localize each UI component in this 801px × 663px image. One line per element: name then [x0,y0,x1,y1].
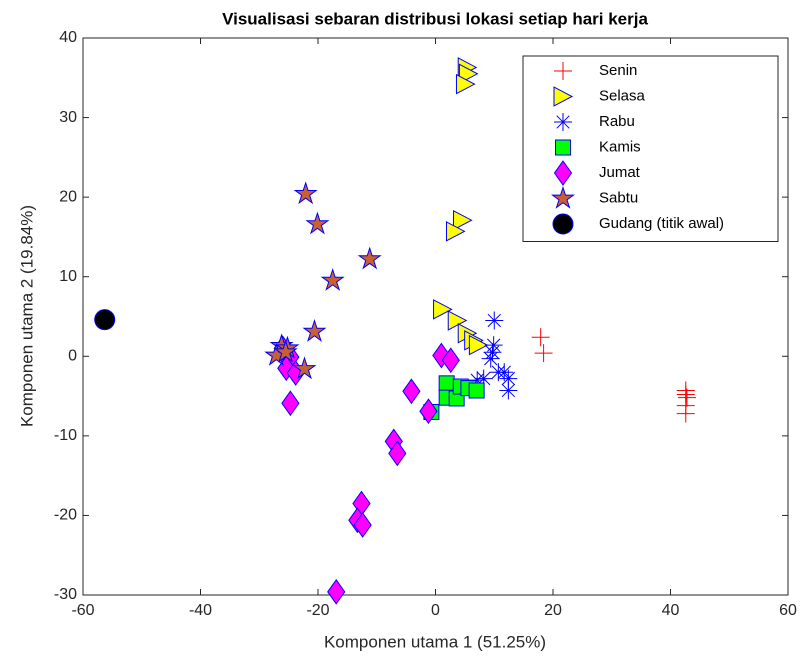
marker-stroke [487,313,501,328]
y-tick-label: -30 [54,586,77,603]
marker-stroke [501,383,516,398]
x-axis-label: Komponen utama 1 (51.25%) [324,632,546,651]
marker-square [468,382,485,399]
marker-stroke [556,115,570,129]
marker-triangle [433,299,453,320]
y-tick-label: 20 [59,188,77,205]
y-tick-label: 0 [68,348,77,365]
marker-star [292,356,317,380]
marker-diamond [388,440,407,467]
y-tick-label: 30 [59,109,77,126]
y-tick-label: 40 [59,29,77,46]
marker-star [357,246,382,270]
marker-asterisk [485,311,504,330]
marker-diamond [441,347,460,374]
marker-asterisk [554,113,572,131]
marker-star [305,211,330,235]
y-tick-label: -10 [54,427,77,444]
marker-asterisk [495,363,514,382]
legend-label: Rabu [599,113,635,130]
marker-plus [554,62,572,80]
marker-plus [677,388,696,407]
x-tick-label: 0 [431,602,440,619]
marker-circle [94,309,116,331]
marker-star [293,181,318,205]
y-tick-label: -20 [54,507,77,524]
legend-label: Selasa [599,87,646,104]
x-tick-label: -20 [306,602,329,619]
legend-label: Gudang (titik awal) [599,215,724,232]
marker-triangle [453,209,473,231]
marker-triangle [455,73,476,95]
marker-diamond [419,398,438,425]
marker-plus [531,328,550,347]
x-tick-label: -40 [189,602,212,619]
marker-circle [552,213,574,235]
marker-triangle [553,86,574,107]
marker-stroke [484,352,498,366]
marker-diamond [327,578,346,605]
marker-triangle [447,310,468,331]
marker-star [550,185,576,209]
marker-square [555,139,571,156]
marker-stroke [497,365,511,379]
marker-diamond [402,378,421,405]
marker-plus [676,404,695,423]
marker-asterisk [481,349,500,368]
marker-triangle [468,334,489,356]
legend-label: Jumat [599,164,641,181]
marker-stroke [501,371,516,386]
legend-label: Kamis [599,138,641,155]
y-axis-label: Komponen utama 2 (19.84%) [17,205,36,427]
marker-diamond [353,512,372,538]
marker-diamond [553,160,573,186]
marker-diamond [281,390,300,417]
y-tick-label: 10 [59,268,77,285]
x-tick-label: 20 [544,602,562,619]
legend-label: Senin [599,62,637,79]
x-tick-label: 60 [779,602,797,619]
marker-plus [534,344,553,363]
marker-asterisk [499,381,518,400]
chart-title: Visualisasi sebaran distribusi lokasi se… [222,9,648,28]
x-tick-label: 40 [662,602,680,619]
marker-star [273,339,298,363]
marker-triangle [445,221,466,242]
marker-star [302,318,327,342]
marker-square [438,375,455,392]
marker-star [320,268,345,291]
legend-label: Sabtu [599,189,638,206]
x-tick-label: -60 [71,602,94,619]
